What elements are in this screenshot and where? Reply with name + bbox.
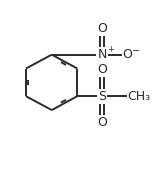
- Text: O: O: [123, 48, 132, 61]
- Text: +: +: [107, 45, 114, 54]
- Text: −: −: [132, 46, 140, 56]
- Text: O: O: [97, 116, 107, 129]
- Text: N: N: [97, 48, 107, 61]
- Text: S: S: [98, 90, 106, 103]
- Text: CH₃: CH₃: [128, 90, 151, 103]
- Text: O: O: [97, 22, 107, 35]
- Text: O: O: [97, 63, 107, 77]
